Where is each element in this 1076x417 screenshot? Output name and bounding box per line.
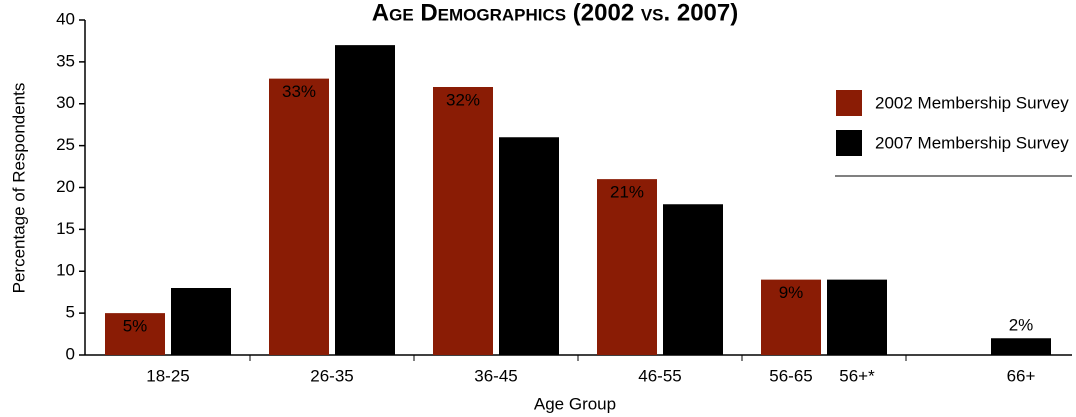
value-label: 37% [348, 49, 382, 68]
value-label: 9% [845, 283, 870, 302]
value-label: 9% [779, 283, 804, 302]
value-label: 21% [610, 183, 644, 202]
y-axis-label: Percentage of Respondents [9, 83, 28, 294]
y-tick-label: 0 [66, 344, 75, 363]
bar [171, 288, 231, 355]
x-tick-label: 18-25 [146, 366, 189, 385]
value-label: 32% [446, 90, 480, 109]
x-tick-label: 56-65 [769, 366, 812, 385]
x-tick-label: 46-55 [638, 366, 681, 385]
bar [499, 137, 559, 355]
value-label: 8% [189, 291, 214, 310]
chart-title: Age Demographics (2002 vs. 2007) [372, 0, 738, 26]
bar [269, 78, 329, 355]
y-tick-label: 25 [56, 135, 75, 154]
x-tick-label: 36-45 [474, 366, 517, 385]
y-tick-label: 20 [56, 177, 75, 196]
bar [335, 45, 395, 355]
legend-swatch [836, 90, 862, 116]
legend-label: 2002 Membership Survey [875, 93, 1069, 112]
bar [991, 338, 1051, 355]
bar [433, 87, 493, 355]
value-label: 33% [282, 82, 316, 101]
value-label: 2% [1009, 316, 1034, 335]
value-label: 5% [123, 317, 148, 336]
y-tick-label: 15 [56, 219, 75, 238]
bar [597, 179, 657, 355]
y-tick-label: 10 [56, 261, 75, 280]
legend-label: 2007 Membership Survey [875, 133, 1069, 152]
x-tick-label: 66+ [1007, 366, 1036, 385]
bar [663, 204, 723, 355]
y-tick-label: 35 [56, 51, 75, 70]
y-tick-label: 5 [66, 303, 75, 322]
x-tick-label: 56+* [839, 366, 875, 385]
bar [827, 279, 887, 355]
value-label: 26% [512, 141, 546, 160]
x-axis-label: Age Group [534, 394, 616, 413]
y-tick-label: 40 [56, 9, 75, 28]
y-tick-label: 30 [56, 93, 75, 112]
value-label: 18% [676, 208, 710, 227]
x-tick-label: 26-35 [310, 366, 353, 385]
bar [105, 313, 165, 355]
bar [761, 279, 821, 355]
legend-swatch [836, 130, 862, 156]
